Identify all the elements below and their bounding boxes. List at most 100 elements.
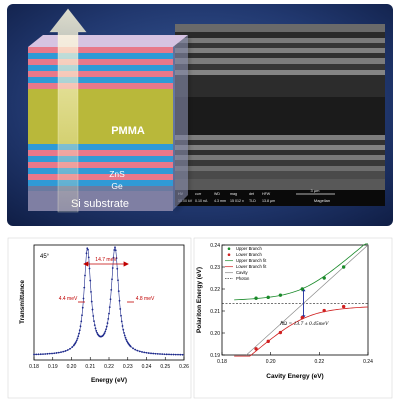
upper-branch-point — [278, 293, 283, 297]
transmittance-point — [136, 349, 139, 352]
stack-layer — [28, 65, 173, 71]
transmittance-point — [78, 329, 81, 332]
x-axis-label-right: Cavity Energy (eV) — [266, 373, 323, 380]
transmittance-point — [147, 352, 150, 354]
stack-layer — [28, 144, 173, 150]
transmittance-point — [120, 314, 122, 317]
stack-layer — [28, 47, 173, 53]
sem-info-bar — [175, 190, 385, 206]
transmittance-point — [79, 325, 82, 328]
transmittance-curve — [33, 246, 185, 356]
transmittance-point — [122, 328, 125, 331]
transmittance-point — [37, 353, 40, 356]
transmittance-point — [94, 327, 97, 330]
legend-label: Lower Branch fit — [236, 264, 267, 269]
transmittance-point — [115, 257, 118, 260]
transmittance-point — [141, 351, 143, 353]
transmittance-point — [114, 249, 117, 252]
transmittance-point — [125, 338, 128, 341]
lower-branch-point — [254, 347, 258, 351]
coupling-equation: ℏΩ = 13.7 ± 0.45meV — [280, 320, 329, 327]
transmittance-point — [82, 297, 85, 300]
sem-brand: Magellan — [314, 198, 330, 203]
transmittance-point — [39, 353, 42, 356]
transmittance-point — [165, 353, 168, 356]
transmittance-point — [112, 256, 115, 259]
transmittance-point — [35, 353, 38, 356]
x-tick-label-left: 0.19 — [48, 364, 58, 370]
transmittance-point — [103, 332, 106, 335]
sem-info-value: 13.8 µm — [262, 199, 275, 203]
sem-info-header: HFW — [262, 192, 271, 196]
polariton-chart: 0.18 0.20 0.22 0.24 0.19 0.20 0.21 0.22 0.23 0.2… — [193, 237, 393, 399]
transmittance-point — [81, 306, 84, 309]
transmittance-point — [77, 335, 80, 338]
transmittance-point — [60, 351, 62, 354]
transmittance-point — [143, 351, 146, 354]
transmittance-point — [174, 353, 177, 356]
transmittance-point — [117, 290, 120, 293]
transmittance-point — [123, 332, 125, 334]
transmittance-point — [96, 331, 98, 334]
transmittance-point — [80, 320, 83, 323]
transmittance-point — [78, 332, 80, 335]
stack-layer — [28, 150, 173, 156]
transmittance-point — [117, 279, 119, 282]
y-axis-label-left: Transmittance — [19, 280, 26, 324]
transmittance-point — [152, 352, 155, 355]
transmittance-point — [116, 267, 119, 270]
x-tick-label-right: 0.20 — [266, 359, 276, 365]
transmittance-point — [134, 348, 137, 351]
transmittance-point — [89, 279, 92, 282]
lower-branch-point — [322, 308, 326, 313]
transmittance-point — [90, 300, 93, 303]
x-tick-label-left: 0.20 — [67, 364, 77, 370]
transmittance-point — [138, 350, 141, 353]
transmittance-point — [161, 353, 164, 356]
transmittance-point — [81, 314, 83, 317]
y-ticks-right: 0.19 0.20 0.21 0.22 0.23 0.24 — [210, 243, 225, 359]
y-tick-label-right: 0.20 — [210, 331, 220, 337]
legend-marker — [227, 253, 231, 256]
transmittance-point — [86, 247, 89, 250]
transmittance-point — [53, 352, 56, 355]
transmittance-point — [90, 290, 92, 293]
linewidth-label-left: 4.4 meV — [59, 296, 78, 302]
sem-info-value: TLD — [249, 199, 256, 203]
upper-branch-point — [300, 287, 304, 291]
legend-label: Cavity — [236, 270, 249, 275]
layer-stack-front — [28, 47, 173, 211]
transmittance-point — [121, 325, 124, 327]
transmittance-point — [42, 353, 44, 355]
transmittance-point — [111, 278, 113, 281]
sem-info-value: 10.00 kV — [178, 199, 193, 203]
transmittance-point — [106, 322, 109, 325]
transmittance-point — [129, 345, 132, 348]
legend-label: Upper Branch fit — [236, 258, 267, 263]
transmittance-point — [75, 341, 77, 343]
transmittance-point — [88, 267, 91, 270]
sem-info-value: 4.3 mm — [214, 199, 226, 203]
x-tick-label-left: 0.21 — [85, 364, 95, 370]
y-tick-label-right: 0.21 — [210, 309, 220, 315]
legend-marker — [227, 247, 231, 250]
transmittance-point — [84, 274, 86, 277]
transmittance-point — [108, 312, 110, 315]
transmittance-point — [154, 352, 157, 355]
x-tick-label-left: 0.18 — [29, 364, 39, 370]
transmittance-point — [107, 317, 110, 320]
transmittance-point — [163, 353, 166, 356]
transmittance-point — [120, 320, 123, 323]
transmittance-point — [51, 352, 53, 355]
x-tick-label-right: 0.22 — [314, 359, 324, 365]
splitting-annotation — [83, 261, 129, 267]
stack-layer — [28, 186, 173, 191]
upper-branch-point — [322, 276, 326, 280]
stack-layer — [28, 156, 173, 162]
stack-layer — [28, 59, 173, 65]
transmittance-point — [57, 351, 60, 354]
transmittance-point — [87, 256, 90, 259]
transmittance-point — [95, 329, 98, 332]
